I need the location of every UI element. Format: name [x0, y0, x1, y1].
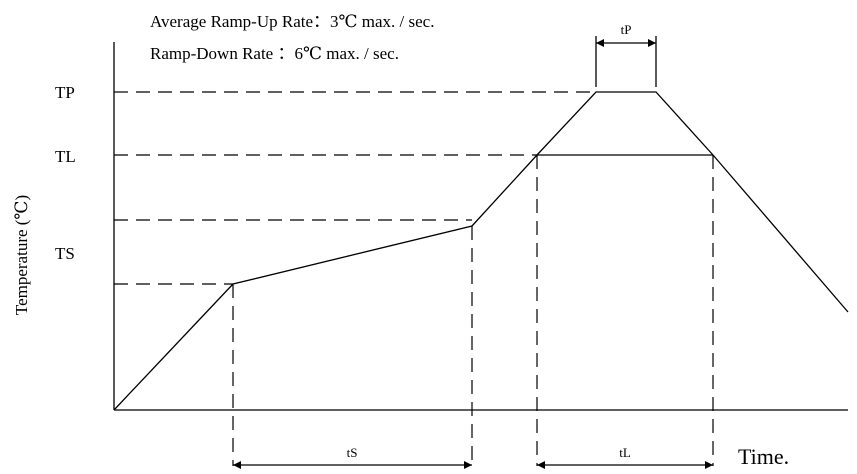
- time-axis-label: Time.: [738, 444, 789, 469]
- ts-level-label: TS: [55, 244, 75, 263]
- tl-level-label: TL: [55, 147, 76, 166]
- temperature-profile-curve: [113, 91, 849, 411]
- ts-interval-label: tS: [347, 445, 358, 460]
- tp-level-label: TP: [55, 83, 75, 102]
- tl-interval-label: tL: [619, 445, 631, 460]
- ramp-up-rate-note: Average Ramp-Up Rate：3℃ max. / sec.: [150, 12, 434, 31]
- temperature-axis-label: Temperature (℃): [12, 195, 31, 315]
- tp-interval-label: tP: [621, 22, 632, 37]
- ramp-down-rate-note: Ramp-Down Rate ：6℃ max. / sec.: [150, 44, 399, 63]
